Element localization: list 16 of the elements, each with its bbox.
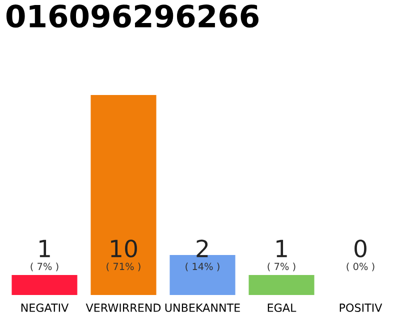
data-label: 1: [40, 240, 50, 258]
data-label: 10: [111, 240, 137, 258]
annotation: ( 71% ): [106, 262, 140, 272]
data-label: 1: [276, 240, 287, 258]
x-tick-label: UNBEKANNTE: [165, 304, 240, 312]
annotation: ( 7% ): [268, 262, 296, 272]
data-label: 0: [354, 240, 366, 258]
annotation: ( 7% ): [30, 262, 58, 272]
data-label: 2: [196, 240, 208, 258]
x-tick-label: NEGATIV: [21, 304, 69, 312]
annotation: ( 0% ): [346, 262, 374, 272]
annotation: ( 14% ): [186, 262, 220, 272]
x-tick-label: EGAL: [268, 304, 296, 312]
x-tick-label: VERWIRREND: [86, 304, 161, 312]
chart-title: 016096296266: [6, 4, 258, 28]
x-tick-label: POSITIV: [340, 304, 382, 312]
